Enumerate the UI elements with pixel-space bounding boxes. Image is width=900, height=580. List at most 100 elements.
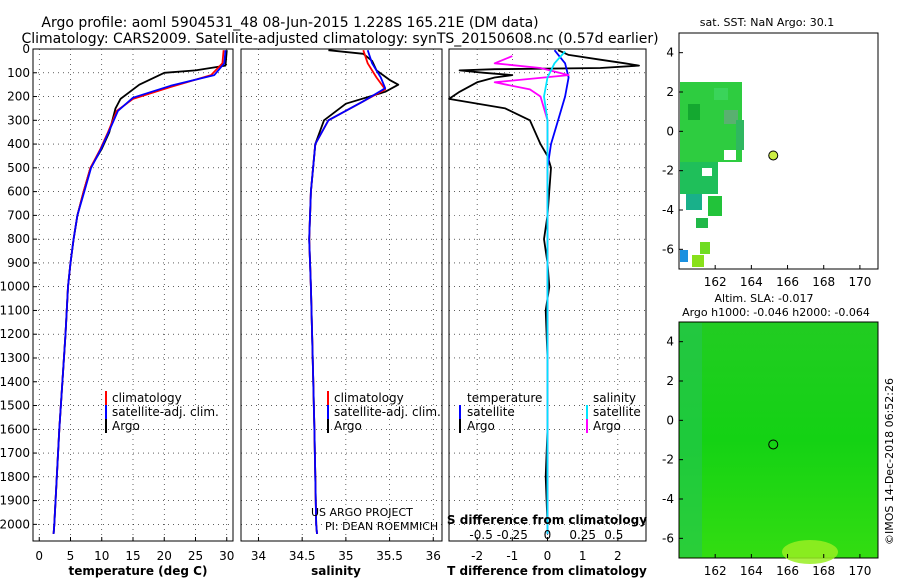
map-y-tick-label: -2 bbox=[662, 453, 674, 467]
legend-satellite-label: satellite-adj. clim. bbox=[112, 405, 219, 419]
sst-patch bbox=[680, 250, 688, 262]
legend-satellite-t-label: satellite bbox=[467, 405, 515, 419]
y-tick-label: 1300 bbox=[0, 351, 30, 365]
y-tick-label: 1400 bbox=[0, 375, 30, 389]
sst-patch bbox=[688, 104, 700, 120]
x-tick-label: 25 bbox=[188, 549, 203, 563]
y-tick-label: 200 bbox=[7, 90, 30, 104]
map-y-tick-label: -2 bbox=[662, 164, 674, 178]
sst-patch bbox=[736, 120, 744, 150]
argo-float-marker bbox=[768, 439, 779, 450]
series-satellite-adj-clim-line bbox=[52, 50, 227, 534]
y-tick-label: 0 bbox=[22, 42, 30, 56]
imos-watermark: ©IMOS 14-Dec-2018 06:52:26 bbox=[883, 378, 896, 545]
map-x-tick-label: 170 bbox=[848, 275, 871, 289]
map-x-tick-label: 168 bbox=[812, 564, 835, 578]
y-tick-label: 600 bbox=[7, 185, 30, 199]
x-tick-label: -1 bbox=[506, 549, 518, 563]
difference-legend-temperature: temperature satellite Argo bbox=[459, 391, 542, 433]
map-x-tick-label: 168 bbox=[812, 275, 835, 289]
sla-patch bbox=[680, 323, 702, 557]
sst-patch bbox=[686, 194, 702, 210]
sst-patch bbox=[680, 162, 718, 194]
x-tick-label: 5 bbox=[67, 549, 75, 563]
difference-series bbox=[448, 49, 640, 534]
y-tick-label: 1900 bbox=[0, 494, 30, 508]
x-tick-label: 35 bbox=[338, 549, 353, 563]
temperature-x-ticks: 0 5 10 15 20 25 30 bbox=[35, 537, 234, 563]
salinity-legend: climatology satellite-adj. clim. Argo bbox=[327, 391, 441, 433]
y-tick-label: 1500 bbox=[0, 399, 30, 413]
sst-map-y-ticks: 4 2 0 -2 -4 -6 bbox=[662, 46, 683, 256]
y-tick-label: 1200 bbox=[0, 327, 30, 341]
difference-panel: -2 -1 0 1 2 -0.5 -0.25 0 0.25 0.5 S difference f… bbox=[447, 48, 647, 578]
map-y-tick-label: 2 bbox=[666, 85, 674, 99]
temperature-panel: 0 5 10 15 20 25 30 0 100 200 300 400 500 600 700 800 90… bbox=[0, 42, 234, 578]
legend-climatology-label: climatology bbox=[334, 391, 404, 405]
map-y-tick-label: -6 bbox=[662, 242, 674, 256]
x-tick-label: 30 bbox=[219, 549, 234, 563]
legend-satellite-label: satellite-adj. clim. bbox=[334, 405, 441, 419]
x-tick-label: 15 bbox=[125, 549, 140, 563]
argo-float-marker bbox=[768, 150, 779, 161]
map-x-tick-label: 164 bbox=[740, 275, 763, 289]
legend-argo-label: Argo bbox=[334, 419, 362, 433]
x-tick-label: 2 bbox=[614, 549, 622, 563]
map-y-tick-label: -6 bbox=[662, 531, 674, 545]
salinity-panel: 34 34.5 35 35.5 36 salinity climatology sate… bbox=[240, 48, 443, 578]
s-diff-tick-label: -0.25 bbox=[497, 528, 528, 542]
sst-map-x-ticks: 162 164 166 168 170 bbox=[704, 265, 871, 289]
y-tick-label: 1600 bbox=[0, 422, 30, 436]
series-argo-s-diff-line bbox=[493, 55, 570, 534]
y-tick-label: 400 bbox=[7, 137, 30, 151]
sla-patch bbox=[782, 540, 838, 564]
sst-patch bbox=[724, 110, 738, 124]
y-tick-label: 100 bbox=[7, 66, 30, 80]
x-tick-label: 34.5 bbox=[289, 549, 316, 563]
salinity-x-label: salinity bbox=[311, 564, 361, 578]
temperature-series bbox=[52, 50, 228, 534]
x-tick-label: 1 bbox=[579, 549, 587, 563]
sla-map-frame bbox=[678, 321, 879, 559]
map-y-tick-label: 4 bbox=[666, 335, 674, 349]
series-argo-t-diff-line bbox=[448, 49, 640, 534]
y-tick-label: 1100 bbox=[0, 303, 30, 317]
pi-annotation: PI: DEAN ROEMMICH bbox=[325, 520, 438, 533]
sst-patch bbox=[700, 242, 710, 254]
x-tick-label: 36 bbox=[426, 549, 441, 563]
x-tick-label: -2 bbox=[471, 549, 483, 563]
sst-patch bbox=[708, 196, 722, 216]
map-y-tick-label: -4 bbox=[662, 492, 674, 506]
y-tick-label: 1800 bbox=[0, 470, 30, 484]
sst-patch bbox=[714, 88, 728, 100]
map-y-tick-label: 0 bbox=[666, 413, 674, 427]
sla-map-panel: Altim. SLA: -0.017 Argo h1000: -0.046 h2… bbox=[662, 292, 879, 578]
map-x-tick-label: 166 bbox=[776, 275, 799, 289]
s-difference-label: S difference from climatology bbox=[447, 513, 647, 527]
salinity-plot-frame bbox=[240, 48, 443, 542]
s-diff-tick-label: -0.5 bbox=[469, 528, 492, 542]
sla-map-x-ticks: 162 164 166 168 170 bbox=[704, 554, 871, 578]
sst-gap bbox=[724, 150, 736, 160]
salinity-series bbox=[308, 49, 400, 534]
map-y-tick-label: 0 bbox=[666, 124, 674, 138]
t-difference-x-label: T difference from climatology bbox=[447, 564, 647, 578]
temperature-grid bbox=[33, 48, 233, 541]
series-satellite-s-diff-line bbox=[543, 50, 566, 534]
sst-patches bbox=[680, 82, 744, 267]
x-tick-label: 35.5 bbox=[376, 549, 403, 563]
map-x-tick-label: 164 bbox=[740, 564, 763, 578]
y-tick-label: 800 bbox=[7, 232, 30, 246]
map-y-tick-label: 2 bbox=[666, 374, 674, 388]
difference-legend-salinity: salinity satellite Argo bbox=[586, 391, 641, 433]
map-x-tick-label: 162 bbox=[704, 275, 727, 289]
map-x-tick-label: 170 bbox=[848, 564, 871, 578]
map-y-tick-label: -4 bbox=[662, 203, 674, 217]
y-tick-label: 300 bbox=[7, 113, 30, 127]
temperature-legend: climatology satellite-adj. clim. Argo bbox=[105, 391, 219, 433]
s-diff-tick-label: 0.25 bbox=[569, 528, 596, 542]
sst-patch bbox=[692, 255, 704, 267]
y-tick-label: 1000 bbox=[0, 280, 30, 294]
figure-title-line1: Argo profile: aoml 5904531_48 08-Jun-201… bbox=[41, 15, 538, 31]
